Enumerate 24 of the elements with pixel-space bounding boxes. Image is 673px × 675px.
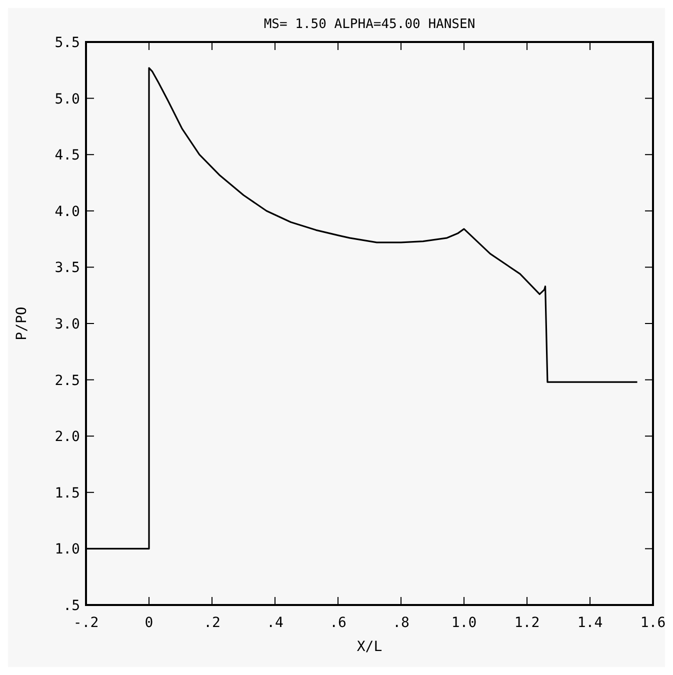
x-tick-label: 1.2 (514, 615, 540, 631)
y-tick-label: 1.0 (54, 542, 80, 558)
y-tick-label: 5.5 (54, 35, 80, 51)
x-tick-label: 1.4 (577, 615, 603, 631)
x-tick-label: 0 (144, 615, 154, 631)
x-tick-label: .4 (266, 615, 284, 631)
y-tick-label: 2.5 (54, 372, 80, 389)
y-tick-label: 4.0 (54, 204, 80, 220)
chart-title: MS= 1.50 ALPHA=45.00 HANSEN (264, 17, 476, 32)
y-axis-title: P/PO (14, 306, 30, 340)
y-tick-label: 4.5 (54, 148, 80, 164)
y-tick-label: 3.5 (54, 260, 80, 276)
x-tick-label: 1.0 (451, 615, 477, 631)
y-tick-label: 1.5 (54, 485, 80, 502)
y-tick-label: 3.0 (54, 316, 80, 332)
y-tick-label: 2.0 (54, 429, 80, 446)
x-tick-label: 1.6 (640, 615, 666, 631)
x-axis-title: X/L (356, 639, 382, 655)
y-tick-label: .5 (63, 598, 80, 614)
x-tick-label: -.2 (73, 615, 99, 631)
y-tick-label: 5.0 (54, 91, 80, 108)
x-tick-label: .6 (330, 615, 346, 631)
x-tick-label: .8 (392, 615, 410, 631)
x-tick-label: .2 (204, 615, 220, 631)
